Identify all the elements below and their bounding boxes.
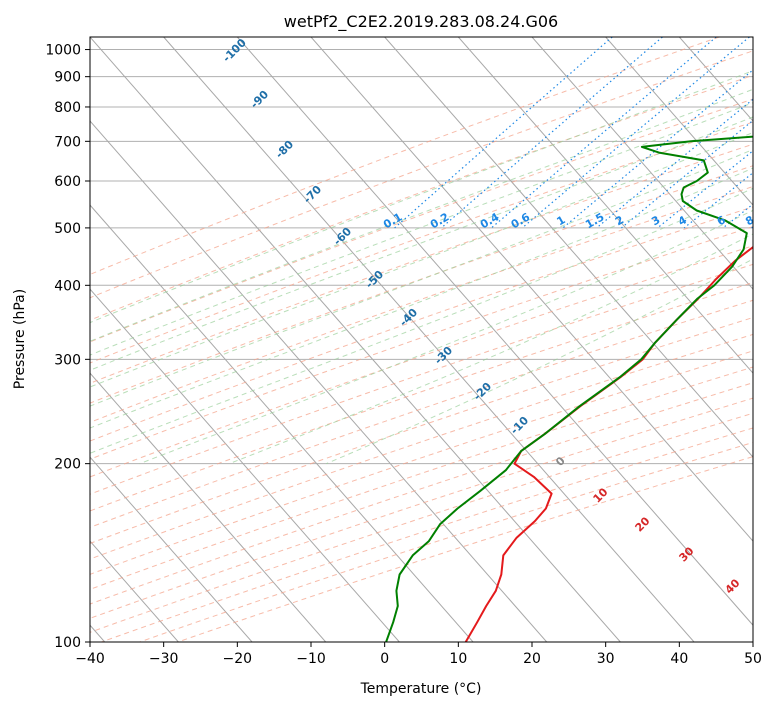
x-tick-label: 30 [597, 651, 615, 667]
y-tick-label: 200 [54, 457, 81, 473]
x-tick-label: 10 [449, 651, 467, 667]
y-axis-label: Pressure (hPa) [12, 289, 28, 389]
y-tick-label: 600 [54, 174, 81, 190]
dry-adiabat-line [90, 412, 753, 633]
x-tick-label: 20 [523, 651, 541, 667]
x-axis-label: Temperature (°C) [360, 681, 482, 697]
chart-title: wetPf2_C2E2.2019.283.08.24.G06 [284, 12, 558, 32]
x-axis: −40 −30 −20 −10 0 10 20 30 40 50 [75, 642, 762, 667]
isotherm-line [90, 37, 621, 642]
isotherm-line [163, 37, 695, 642]
y-tick-label: 500 [54, 221, 81, 237]
mixing-ratio-line [394, 37, 613, 229]
dry-adiabat-line [90, 121, 753, 364]
mixing-ratio-line [521, 37, 750, 229]
y-axis: 100 200 300 400 500 600 700 800 900 1000 [45, 43, 90, 651]
y-tick-label: 100 [54, 635, 81, 651]
moist-adiabat-line [90, 102, 753, 356]
dewpoint-profile-line [385, 135, 753, 642]
y-tick-label: 800 [54, 100, 81, 116]
x-tick-label: 40 [670, 651, 688, 667]
isotherm-line [457, 37, 753, 374]
dry-adiabat-line [90, 206, 753, 442]
data-layer [385, 135, 753, 642]
moist-adiabat-line [90, 167, 753, 429]
moist-adiabat-line [90, 116, 753, 371]
dry-adiabat-line [90, 37, 720, 276]
dry-adiabat-line [90, 299, 753, 528]
x-tick-label: −30 [149, 651, 179, 667]
mixing-ratio-line [441, 37, 663, 229]
moist-adiabat-line [90, 131, 753, 388]
moist-adiabat-line [229, 233, 753, 465]
grid-layer [90, 37, 753, 642]
y-tick-label: 400 [54, 278, 81, 294]
dry-adiabat-line [90, 143, 753, 384]
dry-adiabat-line [90, 366, 753, 590]
temperature-profile-line [464, 245, 753, 642]
y-tick-label: 1000 [45, 43, 81, 59]
x-tick-label: −40 [75, 651, 105, 667]
moist-adiabat-line [90, 88, 753, 342]
isotherm-line [90, 204, 474, 642]
y-tick-label: 700 [54, 134, 81, 150]
mixing-ratio-line [621, 119, 753, 229]
x-tick-label: −20 [223, 651, 253, 667]
dry-adiabat-line [90, 282, 753, 512]
dry-adiabat-line [90, 263, 753, 495]
isotherm-line [236, 37, 753, 626]
x-tick-label: 0 [380, 651, 389, 667]
isotherm-line [384, 37, 753, 458]
isotherm-line [531, 37, 753, 290]
isotherm-line [90, 372, 327, 642]
dry-adiabat-line [139, 441, 753, 642]
x-tick-label: 50 [744, 651, 762, 667]
y-tick-label: 900 [54, 70, 81, 86]
x-tick-label: −10 [296, 651, 326, 667]
moist-adiabat-line [90, 187, 753, 454]
isotherm-line [90, 456, 253, 642]
isotherm-line [90, 288, 400, 642]
moist-adiabat-line [90, 70, 753, 324]
dry-adiabat-line [90, 382, 753, 605]
plot-frame [89, 36, 754, 643]
dry-adiabat-line [90, 333, 753, 560]
dry-adiabat-line [90, 226, 753, 460]
isotherm-line [605, 37, 753, 206]
y-tick-label: 300 [54, 352, 81, 368]
isotherm-line [90, 120, 548, 642]
